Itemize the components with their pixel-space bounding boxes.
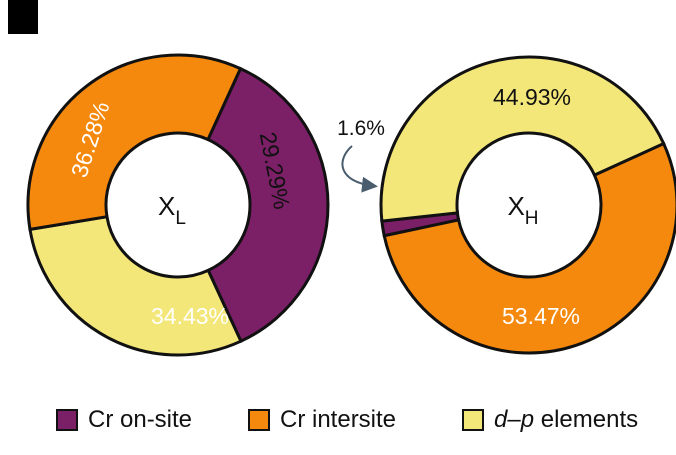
legend: Cr on-site Cr intersite d–p elements [0,402,676,438]
center-label: XH [507,191,538,229]
annotation-label: 1.6% [337,117,385,140]
legend-label-cr-onsite: Cr on-site [88,406,193,433]
legend-label-cr-intersite: Cr intersite [280,406,397,433]
legend-item-cr-intersite: Cr intersite [248,402,396,438]
legend-item-dp-elements: d–p elements [462,402,638,438]
slice-d-p-elements [379,55,666,223]
slice-cr-intersite [26,53,243,232]
legend-swatch-dp-elements [462,409,484,431]
annotation-arrow [341,145,378,193]
panel-label-marker [8,0,38,34]
donut-chart-xh: 44.93% 53.47% XH [379,55,676,355]
legend-item-cr-onsite: Cr on-site [56,402,192,438]
slice-d-p-elements [28,214,243,357]
slice-label-d-p-elements: 44.93% [493,84,571,110]
slice-cr-on-site [205,66,330,344]
legend-label-dp-elements: d–p elements [494,406,639,433]
center-label: XL [158,191,186,229]
slice-label-cr-intersite: 53.47% [502,303,580,329]
legend-swatch-cr-intersite [248,409,270,431]
slice-label-cr-intersite: 34.43% [151,303,229,329]
legend-swatch-cr-onsite [56,409,78,431]
donut-charts: 36.28% 29.29%34.43%XL 44.93%53.47%XH 1.6% [26,53,676,357]
slice-cr-intersite [382,141,676,355]
donut-chart-xl: 36.28% 29.29%34.43%XL [26,53,330,357]
